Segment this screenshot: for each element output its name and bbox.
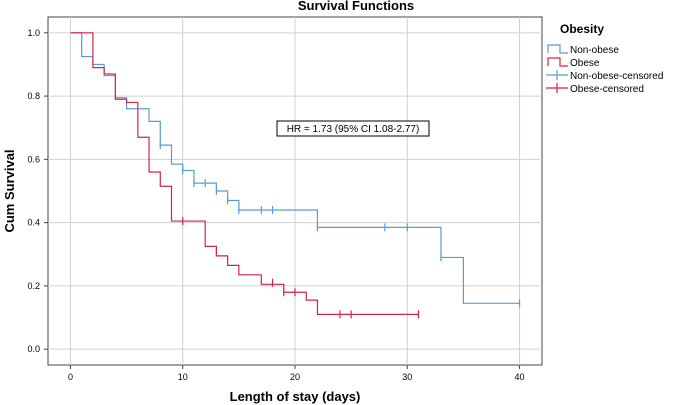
y-tick-label: 1.0 [27, 28, 40, 38]
legend-swatch-obese [547, 57, 568, 67]
legend-label-obese: Obese [570, 58, 600, 69]
legend-swatch-non-obese [547, 44, 568, 54]
chart-title: Survival Functions [298, 0, 414, 13]
y-tick-label: 0.0 [27, 344, 40, 354]
x-tick-label: 40 [515, 372, 525, 382]
legend-label-non-obese: Non-obese [570, 45, 619, 56]
annotation-text: HR = 1.73 (95% CI 1.08-2.77) [287, 124, 420, 135]
y-tick-label: 0.8 [27, 91, 40, 101]
annotation-box [276, 120, 430, 137]
grid-lines [48, 17, 542, 365]
legend-label-non-obese-censored: Non-obese-censored [570, 71, 663, 82]
x-tick-label: 30 [402, 372, 412, 382]
x-tick-label: 10 [178, 372, 188, 382]
x-axis-label: Length of stay (days) [230, 389, 361, 404]
y-tick-label: 0.4 [27, 218, 40, 228]
y-axis-label: Cum Survival [2, 149, 17, 232]
y-tick-label: 0.2 [27, 281, 40, 291]
hr-annotation: HR = 1.73 (95% CI 1.08-2.77) [276, 120, 430, 137]
y-tick-label: 0.6 [27, 154, 40, 164]
x-tick-label: 20 [290, 372, 300, 382]
x-tick-label: 0 [68, 372, 73, 382]
x-axis-ticks: 0 10 20 30 40 [68, 365, 525, 382]
legend-label-obese-censored: Obese-censored [570, 84, 644, 95]
legend-title: Obesity [560, 22, 604, 36]
legend: Obesity Non-obese Obese Non-obese-censored… [546, 22, 663, 95]
legend-items: Non-obese Obese Non-obese-censored Obese-ce… [546, 44, 663, 95]
censor-marks [159, 141, 521, 319]
y-axis-ticks: 0.0 0.2 0.4 0.6 0.8 1.0 [27, 28, 48, 354]
